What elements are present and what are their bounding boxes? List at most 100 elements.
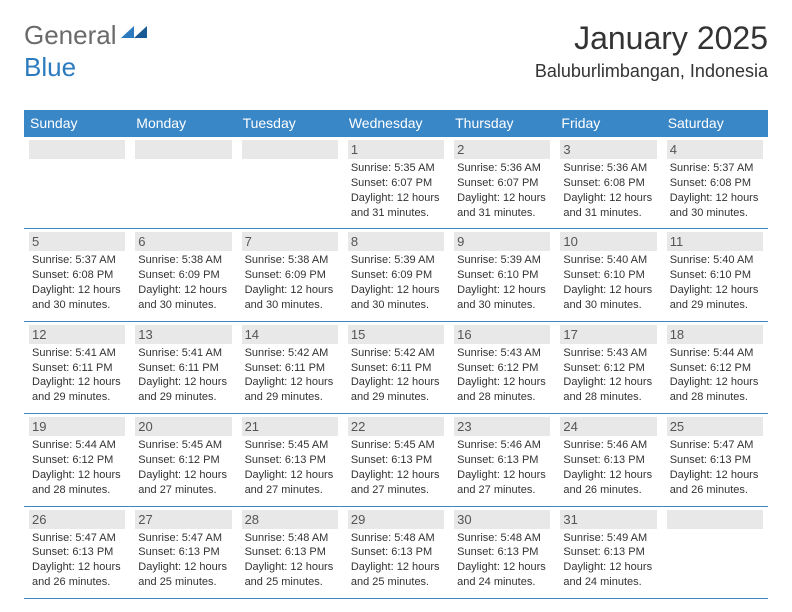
day-info: Sunrise: 5:42 AMSunset: 6:11 PMDaylight:… — [242, 346, 338, 405]
day-cell: 24Sunrise: 5:46 AMSunset: 6:13 PMDayligh… — [555, 414, 661, 506]
day-cell: 13 Sunrise: 5:41 AMSunset: 6:11 PMDayligh… — [130, 321, 236, 413]
day-number: 3 — [560, 140, 656, 159]
day-info: Sunrise: 5:43 AMSunset: 6:12 PMDaylight:… — [560, 346, 656, 405]
day-cell: 7Sunrise: 5:38 AMSunset: 6:09 PMDaylight… — [237, 229, 343, 321]
day-cell: 19Sunrise: 5:44 AMSunset: 6:12 PMDayligh… — [24, 414, 130, 506]
weekday-header: Thursday — [449, 110, 555, 137]
day-info: Sunrise: 5:47 AMSunset: 6:13 PMDaylight:… — [135, 531, 231, 590]
day-number: 29 — [348, 510, 444, 529]
day-number: 2 — [454, 140, 550, 159]
day-info: Sunrise: 5:42 AMSunset: 6:11 PMDaylight:… — [348, 346, 444, 405]
day-cell: 12Sunrise: 5:41 AMSunset: 6:11 PMDayligh… — [24, 321, 130, 413]
day-number: 21 — [242, 417, 338, 436]
day-cell: 26 Sunrise: 5:47 AMSunset: 6:13 PMDayligh… — [24, 506, 130, 598]
day-number-empty — [135, 140, 231, 159]
day-info: Sunrise: 5:40 AMSunset: 6:10 PMDaylight:… — [667, 253, 763, 312]
day-number: 17 — [560, 325, 656, 344]
day-cell: 3 Sunrise: 5:36 AMSunset: 6:08 PMDaylight… — [555, 137, 661, 229]
day-info: Sunrise: 5:35 AMSunset: 6:07 PMDaylight:… — [348, 161, 444, 220]
day-cell: 14 Sunrise: 5:42 AMSunset: 6:11 PMDayligh… — [237, 321, 343, 413]
day-number: 12 — [29, 325, 125, 344]
day-cell: 20 Sunrise: 5:45 AMSunset: 6:12 PMDayligh… — [130, 414, 236, 506]
week-row: 19Sunrise: 5:44 AMSunset: 6:12 PMDayligh… — [24, 414, 768, 506]
day-number: 8 — [348, 232, 444, 251]
day-number: 13 — [135, 325, 231, 344]
day-number: 6 — [135, 232, 231, 251]
day-cell: 6 Sunrise: 5:38 AMSunset: 6:09 PMDaylight… — [130, 229, 236, 321]
day-number: 25 — [667, 417, 763, 436]
day-number: 10 — [560, 232, 656, 251]
day-info: Sunrise: 5:36 AMSunset: 6:08 PMDaylight:… — [560, 161, 656, 220]
day-info: Sunrise: 5:47 AMSunset: 6:13 PMDaylight:… — [667, 438, 763, 497]
day-cell: 9 Sunrise: 5:39 AMSunset: 6:10 PMDaylight… — [449, 229, 555, 321]
day-info: Sunrise: 5:38 AMSunset: 6:09 PMDaylight:… — [242, 253, 338, 312]
day-info: Sunrise: 5:48 AMSunset: 6:13 PMDaylight:… — [348, 531, 444, 590]
day-cell: 8Sunrise: 5:39 AMSunset: 6:09 PMDaylight… — [343, 229, 449, 321]
day-info: Sunrise: 5:39 AMSunset: 6:10 PMDaylight:… — [454, 253, 550, 312]
day-cell: 30Sunrise: 5:48 AMSunset: 6:13 PMDayligh… — [449, 506, 555, 598]
day-info: Sunrise: 5:45 AMSunset: 6:13 PMDaylight:… — [348, 438, 444, 497]
day-cell — [130, 137, 236, 229]
week-row: 1Sunrise: 5:35 AMSunset: 6:07 PMDaylight… — [24, 137, 768, 229]
day-cell: 4Sunrise: 5:37 AMSunset: 6:08 PMDaylight… — [662, 137, 768, 229]
day-info: Sunrise: 5:43 AMSunset: 6:12 PMDaylight:… — [454, 346, 550, 405]
day-number: 20 — [135, 417, 231, 436]
logo-blue-text: Blue — [24, 52, 76, 83]
day-number: 31 — [560, 510, 656, 529]
day-cell: 17 Sunrise: 5:43 AMSunset: 6:12 PMDayligh… — [555, 321, 661, 413]
title-block: January 2025 Baluburlimbangan, Indonesia — [535, 20, 768, 82]
day-cell — [237, 137, 343, 229]
day-cell: 18 Sunrise: 5:44 AMSunset: 6:12 PMDayligh… — [662, 321, 768, 413]
day-info: Sunrise: 5:40 AMSunset: 6:10 PMDaylight:… — [560, 253, 656, 312]
day-cell: 10 Sunrise: 5:40 AMSunset: 6:10 PMDayligh… — [555, 229, 661, 321]
day-cell: 22Sunrise: 5:45 AMSunset: 6:13 PMDayligh… — [343, 414, 449, 506]
header: General January 2025 Baluburlimbangan, I… — [24, 20, 768, 82]
calendar-body: 1Sunrise: 5:35 AMSunset: 6:07 PMDaylight… — [24, 137, 768, 599]
day-info: Sunrise: 5:37 AMSunset: 6:08 PMDaylight:… — [667, 161, 763, 220]
day-info: Sunrise: 5:45 AMSunset: 6:13 PMDaylight:… — [242, 438, 338, 497]
day-info: Sunrise: 5:48 AMSunset: 6:13 PMDaylight:… — [242, 531, 338, 590]
day-info: Sunrise: 5:48 AMSunset: 6:13 PMDaylight:… — [454, 531, 550, 590]
weekday-header: Friday — [555, 110, 661, 137]
day-cell: 27Sunrise: 5:47 AMSunset: 6:13 PMDayligh… — [130, 506, 236, 598]
weekday-header: Sunday — [24, 110, 130, 137]
day-cell: 23Sunrise: 5:46 AMSunset: 6:13 PMDayligh… — [449, 414, 555, 506]
weekday-header: Tuesday — [237, 110, 343, 137]
location: Baluburlimbangan, Indonesia — [535, 61, 768, 82]
day-info: Sunrise: 5:36 AMSunset: 6:07 PMDaylight:… — [454, 161, 550, 220]
logo-text-general: General — [24, 20, 117, 51]
day-number: 11 — [667, 232, 763, 251]
day-cell: 5Sunrise: 5:37 AMSunset: 6:08 PMDaylight… — [24, 229, 130, 321]
day-cell: 21 Sunrise: 5:45 AMSunset: 6:13 PMDayligh… — [237, 414, 343, 506]
day-info: Sunrise: 5:41 AMSunset: 6:11 PMDaylight:… — [135, 346, 231, 405]
day-info: Sunrise: 5:38 AMSunset: 6:09 PMDaylight:… — [135, 253, 231, 312]
day-info: Sunrise: 5:47 AMSunset: 6:13 PMDaylight:… — [29, 531, 125, 590]
day-cell — [24, 137, 130, 229]
weekday-header: Wednesday — [343, 110, 449, 137]
day-number: 23 — [454, 417, 550, 436]
day-info: Sunrise: 5:44 AMSunset: 6:12 PMDaylight:… — [667, 346, 763, 405]
day-number: 9 — [454, 232, 550, 251]
day-cell — [662, 506, 768, 598]
weekday-header: Saturday — [662, 110, 768, 137]
day-number-empty — [29, 140, 125, 159]
day-cell: 1Sunrise: 5:35 AMSunset: 6:07 PMDaylight… — [343, 137, 449, 229]
week-row: 5Sunrise: 5:37 AMSunset: 6:08 PMDaylight… — [24, 229, 768, 321]
logo-flag-icon — [121, 23, 147, 48]
day-number: 28 — [242, 510, 338, 529]
day-number: 19 — [29, 417, 125, 436]
day-number-empty — [667, 510, 763, 529]
day-number: 15 — [348, 325, 444, 344]
week-row: 26 Sunrise: 5:47 AMSunset: 6:13 PMDayligh… — [24, 506, 768, 598]
day-cell: 11 Sunrise: 5:40 AMSunset: 6:10 PMDayligh… — [662, 229, 768, 321]
calendar-table: Sunday Monday Tuesday Wednesday Thursday… — [24, 110, 768, 599]
day-number: 14 — [242, 325, 338, 344]
day-cell: 28 Sunrise: 5:48 AMSunset: 6:13 PMDayligh… — [237, 506, 343, 598]
day-number: 24 — [560, 417, 656, 436]
day-number: 18 — [667, 325, 763, 344]
logo-text-blue: Blue — [24, 52, 76, 82]
day-number-empty — [242, 140, 338, 159]
day-number: 26 — [29, 510, 125, 529]
day-info: Sunrise: 5:45 AMSunset: 6:12 PMDaylight:… — [135, 438, 231, 497]
day-cell: 15 Sunrise: 5:42 AMSunset: 6:11 PMDayligh… — [343, 321, 449, 413]
